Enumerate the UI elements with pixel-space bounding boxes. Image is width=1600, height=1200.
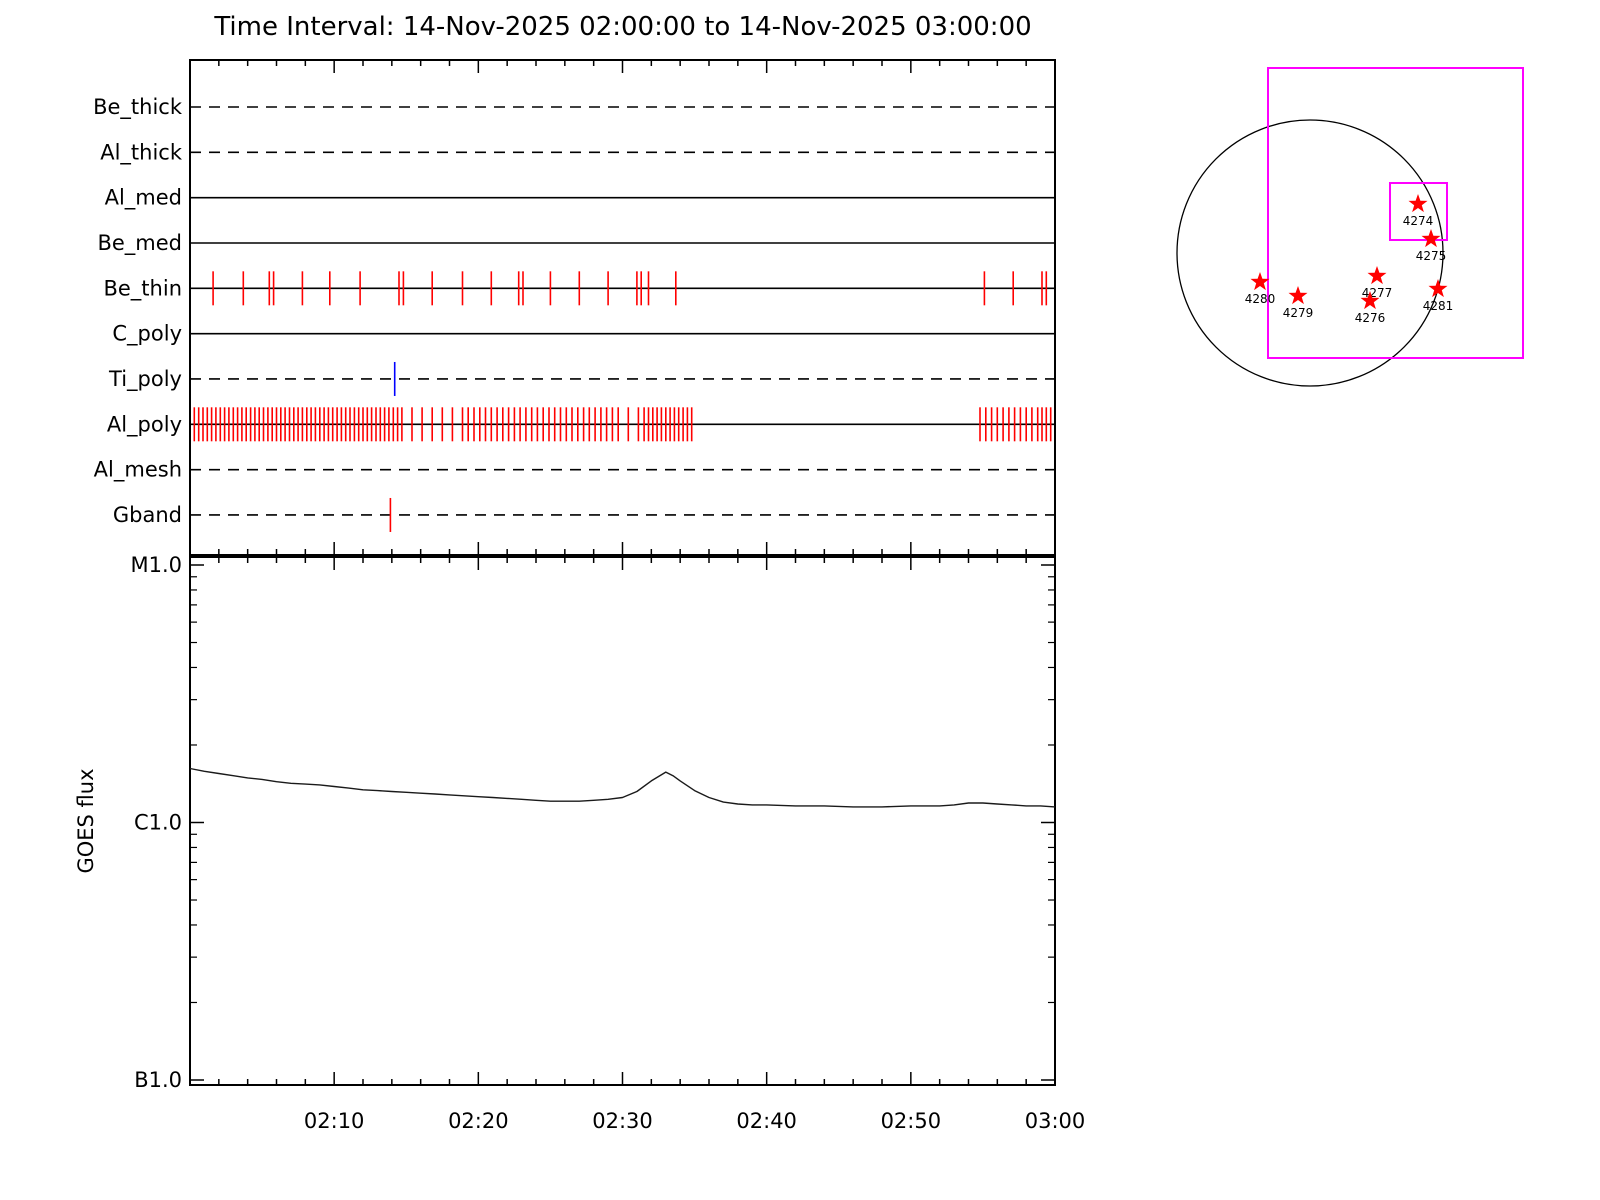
active-region-label: 4274 [1403, 214, 1434, 228]
timeline-row-label: Al_poly [107, 412, 182, 437]
timeline-row: Al_med [105, 186, 1055, 211]
timeline-row: Be_thick [93, 95, 1055, 120]
timeline-row: Al_poly [107, 407, 1055, 442]
x-axis-tick-label: 02:10 [304, 1109, 365, 1133]
plot-title: Time Interval: 14-Nov-2025 02:00:00 to 1… [214, 12, 1032, 42]
active-region-label: 4276 [1355, 311, 1386, 325]
active-region-label: 4281 [1423, 299, 1454, 313]
timeline-row-label: Al_med [105, 186, 182, 211]
active-region: 4281 [1423, 279, 1454, 313]
active-region-star-icon [1367, 266, 1387, 285]
active-region-star-icon [1421, 229, 1441, 248]
timeline-row-label: Al_mesh [94, 458, 182, 483]
timeline-row-label: C_poly [112, 322, 182, 347]
active-region-label: 4280 [1245, 292, 1276, 306]
active-region: 4274 [1403, 194, 1434, 228]
timeline-row: Al_thick [100, 140, 1055, 165]
active-region-star-icon [1360, 291, 1380, 310]
goes-flux-line [189, 767, 1056, 808]
x-axis-tick-label: 03:00 [1025, 1109, 1086, 1133]
x-axis-tick-label: 02:20 [448, 1109, 509, 1133]
goes-frame [189, 556, 1056, 1086]
fov-box-small [1389, 182, 1448, 241]
timeline-row-label: Be_med [97, 231, 182, 256]
exposure-timeline-panel: Be_thick Al_thick Al_med Be_med Be_thin C_pol… [93, 59, 1056, 556]
timeline-row-label: Be_thin [103, 276, 182, 301]
timeline-row-label: Be_thick [93, 95, 183, 120]
solar-map: 4274 4275 4280 4279 4277 4276 4281 [1176, 67, 1524, 387]
timeline-row: Al_mesh [94, 458, 1055, 483]
y-axis-tick-label: M1.0 [130, 553, 182, 577]
active-region-star-icon [1288, 286, 1308, 305]
timeline-row-label: Gband [113, 503, 182, 527]
active-region-star-icon [1408, 194, 1428, 213]
timeline-row: Be_thin [103, 271, 1055, 306]
x-axis-tick-label: 02:40 [736, 1109, 797, 1133]
timeline-row: Ti_poly [108, 361, 1055, 396]
timeline-row-label: Al_thick [100, 140, 183, 165]
active-region-label: 4279 [1283, 306, 1314, 320]
active-region: 4279 [1283, 286, 1314, 320]
goes-flux-panel: M1.0 C1.0 B1.0 02:10 02:20 02:30 02:40 02:50 03:… [130, 553, 1085, 1133]
y-axis-tick-label: B1.0 [134, 1068, 182, 1092]
x-axis-tick-label: 02:30 [592, 1109, 653, 1133]
active-region-label: 4275 [1416, 249, 1447, 263]
timeline-row: Gband [113, 497, 1055, 532]
active-region: 4277 [1362, 266, 1392, 300]
solar-limb [1176, 119, 1444, 387]
active-region: 4275 [1416, 229, 1447, 263]
timeline-frame [189, 59, 1056, 556]
goes-ylabel: GOES flux [74, 768, 98, 873]
active-region: 4276 [1355, 291, 1386, 325]
active-region: 4280 [1245, 272, 1276, 306]
timeline-row: Be_med [97, 231, 1055, 256]
timeline-row: C_poly [112, 322, 1055, 347]
fov-box-large [1267, 67, 1524, 359]
active-region-star-icon [1250, 272, 1270, 291]
y-axis-tick-label: C1.0 [134, 811, 182, 835]
timeline-row-label: Ti_poly [108, 367, 182, 392]
active-region-star-icon [1428, 279, 1448, 298]
x-axis-tick-label: 02:50 [881, 1109, 942, 1133]
